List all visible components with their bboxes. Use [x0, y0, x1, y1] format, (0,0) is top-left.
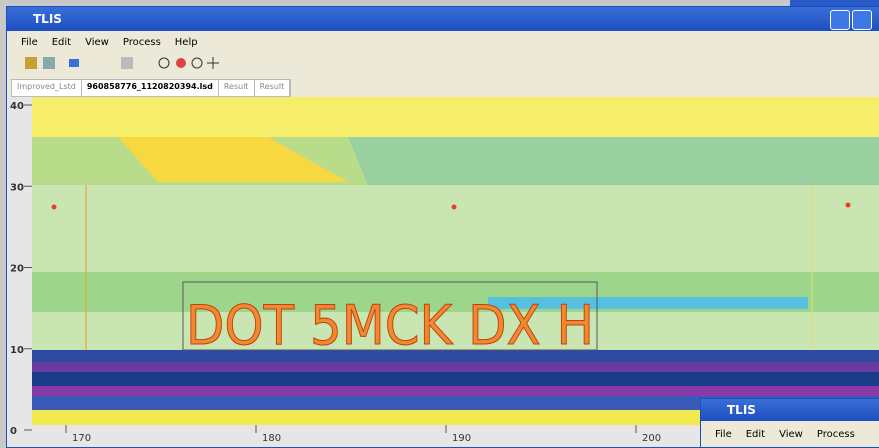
stripe-3	[32, 372, 879, 386]
x-tick-label: 180	[262, 433, 281, 444]
undo-icon[interactable]	[69, 59, 79, 67]
tab[interactable]: Result	[219, 80, 255, 96]
tab[interactable]: Result	[255, 80, 291, 96]
print-icon[interactable]	[121, 57, 133, 69]
point	[52, 205, 57, 210]
menu-bar: File Edit View Process Help	[7, 33, 879, 51]
overlay-text: DOT 5MCK DX H	[186, 294, 594, 357]
band-top	[32, 97, 879, 137]
x-tick-label: 200	[642, 433, 661, 444]
save-icon[interactable]	[43, 57, 55, 69]
tab[interactable]: 960858776_1120820394.lsd	[82, 80, 219, 96]
stripe-4	[32, 386, 879, 396]
menu-item[interactable]: Process	[817, 429, 855, 440]
stripe-2	[32, 362, 879, 372]
zoom-icon[interactable]	[159, 58, 169, 68]
x-tick-label: 190	[452, 433, 471, 444]
point	[452, 205, 457, 210]
menu-item[interactable]: View	[779, 429, 803, 440]
second-window: TLIS File Edit View Process	[700, 398, 879, 448]
screen: TLIS File Edit View Process Help Improved_Ls…	[0, 0, 879, 446]
second-menu-bar: File Edit View Process	[701, 425, 855, 443]
window-title: TLIS	[33, 12, 62, 26]
plot: DOT 5MCK DX H 40 30 20 10 0 170 180 190 200	[8, 97, 879, 446]
menu-item[interactable]: File	[715, 429, 732, 440]
x-tick-label: 170	[72, 433, 91, 444]
teal-patch	[348, 137, 879, 185]
menu-item[interactable]: Process	[123, 37, 161, 48]
hand-icon[interactable]	[192, 58, 202, 68]
second-title-bar: TLIS	[701, 399, 879, 421]
window-title: TLIS	[727, 403, 756, 417]
y-tick-label: 30	[10, 182, 24, 193]
menu-item[interactable]: Help	[175, 37, 198, 48]
y-tick-label: 0	[10, 426, 17, 437]
pan-icon[interactable]	[176, 58, 186, 68]
y-tick-label: 20	[10, 264, 24, 275]
open-icon[interactable]	[25, 57, 37, 69]
menu-item[interactable]: Edit	[746, 429, 765, 440]
toolbar-icons	[21, 53, 221, 73]
tab[interactable]: Improved_Lstd	[12, 80, 82, 96]
y-tick-label: 10	[10, 345, 24, 356]
menu-item[interactable]: File	[21, 37, 38, 48]
minimize-button[interactable]	[830, 10, 850, 30]
menu-item[interactable]: View	[85, 37, 109, 48]
title-bar: TLIS	[7, 7, 879, 31]
y-tick-label: 40	[10, 101, 24, 112]
cross-icon[interactable]	[207, 57, 219, 69]
menu-item[interactable]: Edit	[52, 37, 71, 48]
maximize-button[interactable]	[852, 10, 872, 30]
toolbar	[21, 53, 221, 73]
point	[846, 203, 851, 208]
